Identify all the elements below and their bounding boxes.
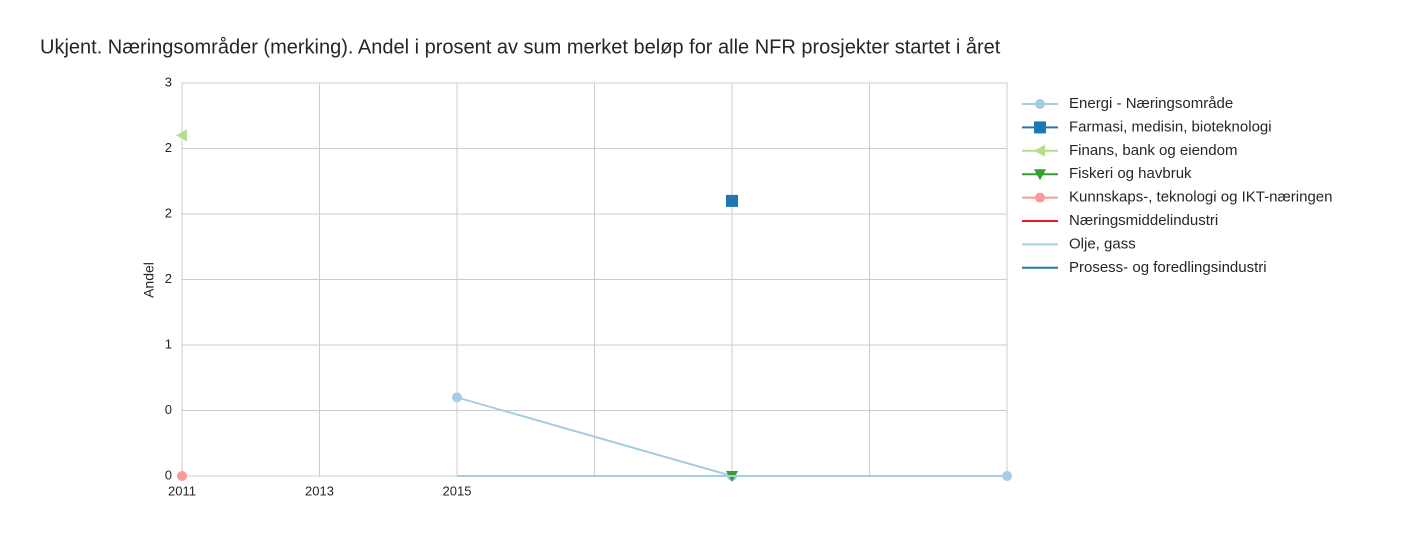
legend-label: Olje, gass	[1069, 235, 1136, 252]
legend-label: Farmasi, medisin, bioteknologi	[1069, 118, 1272, 135]
legend-label: Fiskeri og havbruk	[1069, 165, 1192, 182]
y-axis-label: Andel	[141, 262, 157, 298]
marker	[177, 471, 187, 481]
legend-marker	[1034, 144, 1045, 157]
y-tick-label: 0	[165, 467, 172, 482]
y-tick-label: 3	[165, 74, 172, 89]
y-tick-label: 0	[165, 402, 172, 417]
y-tick-label: 2	[165, 271, 172, 286]
legend-marker	[1034, 169, 1046, 181]
y-tick-label: 2	[165, 205, 172, 220]
marker	[726, 194, 738, 207]
legend-label: Finans, bank og eiendom	[1069, 142, 1237, 159]
x-tick-label: 2011	[168, 483, 196, 498]
y-tick-label: 2	[165, 140, 172, 155]
legend-label: Næringsmiddelindustri	[1069, 212, 1218, 229]
marker	[452, 392, 462, 403]
x-tick-label: 2013	[305, 483, 334, 498]
legend-label: Prosess- og foredlingsindustri	[1069, 259, 1267, 276]
chart-title: Ukjent. Næringsområder (merking). Andel …	[40, 36, 1001, 58]
y-tick-label: 1	[165, 336, 172, 351]
legend-marker	[1035, 192, 1045, 203]
legend-marker	[1035, 99, 1045, 109]
legend-label: Kunnskaps-, teknologi og IKT-næringen	[1069, 189, 1333, 206]
marker	[176, 129, 187, 142]
legend-label: Energi - Næringsområde	[1069, 95, 1233, 112]
legend-marker	[1034, 121, 1046, 134]
x-tick-label: 2015	[443, 483, 472, 498]
